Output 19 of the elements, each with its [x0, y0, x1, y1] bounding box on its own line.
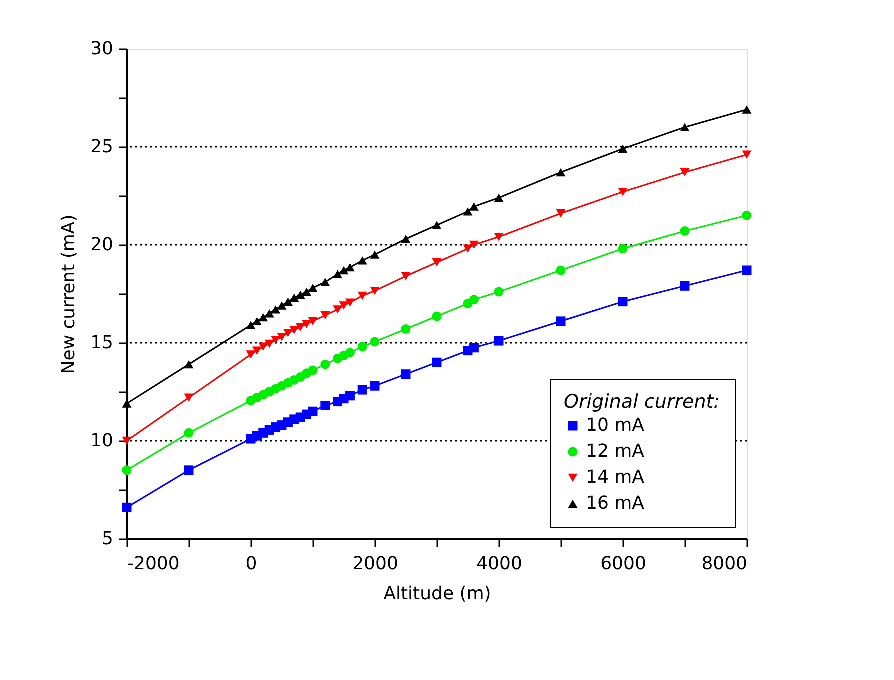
legend-label: 12 mA: [586, 441, 646, 462]
legend-label: 14 mA: [586, 467, 646, 488]
x-tick-label: 6000: [600, 554, 646, 574]
y-tick-label: 20: [90, 234, 114, 256]
x-tick-label: 0: [246, 554, 258, 574]
x-tick-label: 4000: [476, 554, 522, 574]
legend-title: Original current:: [564, 391, 720, 413]
legend-label: 10 mA: [586, 415, 646, 436]
y-tick-label: 25: [90, 136, 114, 158]
x-tick-label: -2000: [128, 554, 180, 574]
y-tick-label: 5: [102, 528, 114, 550]
x-tick-label: 8000: [702, 554, 748, 574]
y-tick-label: 30: [90, 38, 114, 60]
legend-label: 16 mA: [586, 493, 646, 514]
y-tick-label: 10: [90, 430, 114, 452]
y-tick-label: 15: [90, 332, 114, 354]
y-axis-title: New current (mA): [58, 214, 80, 374]
x-tick-label: 2000: [352, 554, 398, 574]
x-axis-title: Altitude (m): [384, 584, 492, 604]
